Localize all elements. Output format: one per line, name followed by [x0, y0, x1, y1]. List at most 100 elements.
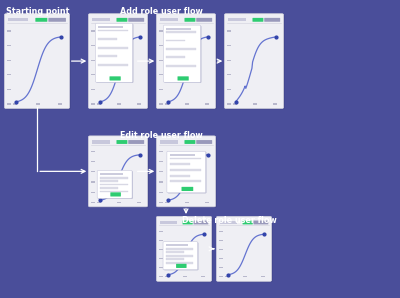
- Bar: [253, 103, 257, 105]
- Bar: [166, 248, 193, 250]
- FancyBboxPatch shape: [167, 151, 206, 193]
- Bar: [170, 154, 195, 156]
- Bar: [92, 18, 110, 21]
- FancyBboxPatch shape: [90, 15, 149, 109]
- Bar: [233, 103, 237, 105]
- Bar: [100, 173, 123, 175]
- FancyBboxPatch shape: [164, 242, 198, 270]
- FancyBboxPatch shape: [216, 216, 272, 281]
- Bar: [91, 202, 95, 203]
- Bar: [58, 103, 62, 105]
- Bar: [170, 158, 201, 159]
- Bar: [117, 103, 121, 105]
- Bar: [98, 64, 128, 66]
- Bar: [100, 187, 118, 189]
- Bar: [8, 18, 28, 21]
- Bar: [13, 103, 17, 105]
- Bar: [262, 276, 266, 277]
- Bar: [273, 103, 277, 105]
- Bar: [159, 267, 163, 268]
- FancyBboxPatch shape: [98, 171, 133, 199]
- FancyBboxPatch shape: [264, 18, 280, 22]
- Bar: [160, 18, 178, 21]
- FancyBboxPatch shape: [194, 221, 208, 224]
- Bar: [159, 276, 163, 277]
- FancyBboxPatch shape: [184, 18, 195, 22]
- FancyBboxPatch shape: [184, 140, 195, 144]
- Bar: [91, 30, 95, 32]
- Bar: [159, 249, 163, 250]
- Text: Starting point: Starting point: [6, 7, 69, 16]
- Bar: [219, 276, 223, 277]
- Bar: [98, 55, 118, 57]
- Bar: [227, 60, 231, 61]
- Bar: [166, 56, 186, 58]
- Text: Edit role user flow: Edit role user flow: [120, 131, 203, 140]
- Bar: [166, 65, 196, 66]
- Bar: [170, 175, 190, 176]
- FancyBboxPatch shape: [218, 217, 273, 282]
- FancyBboxPatch shape: [164, 25, 201, 82]
- Bar: [166, 244, 188, 246]
- Bar: [166, 31, 196, 33]
- Bar: [219, 258, 223, 259]
- Bar: [159, 181, 163, 183]
- FancyBboxPatch shape: [176, 264, 186, 268]
- Bar: [160, 140, 178, 144]
- Bar: [227, 103, 231, 105]
- Bar: [219, 267, 223, 268]
- Bar: [165, 202, 169, 203]
- FancyBboxPatch shape: [242, 221, 253, 224]
- Bar: [227, 45, 231, 46]
- Bar: [185, 202, 189, 203]
- Bar: [165, 276, 169, 277]
- Bar: [219, 231, 223, 232]
- Bar: [91, 192, 95, 193]
- Bar: [91, 161, 95, 162]
- Bar: [7, 89, 11, 90]
- Bar: [166, 262, 193, 264]
- Bar: [227, 89, 231, 90]
- FancyBboxPatch shape: [224, 14, 284, 108]
- Bar: [98, 47, 128, 49]
- FancyBboxPatch shape: [116, 140, 127, 144]
- Bar: [159, 258, 163, 259]
- Bar: [166, 48, 196, 50]
- Bar: [225, 276, 229, 277]
- Bar: [100, 180, 118, 182]
- FancyBboxPatch shape: [4, 14, 70, 108]
- Bar: [159, 89, 163, 90]
- Bar: [170, 163, 190, 165]
- Bar: [159, 151, 163, 152]
- Bar: [166, 255, 193, 257]
- Bar: [7, 103, 11, 105]
- Bar: [159, 240, 163, 241]
- FancyBboxPatch shape: [88, 14, 148, 108]
- Bar: [100, 177, 128, 179]
- FancyBboxPatch shape: [254, 221, 268, 224]
- FancyBboxPatch shape: [110, 192, 121, 196]
- FancyBboxPatch shape: [128, 140, 144, 144]
- Bar: [227, 30, 231, 32]
- Bar: [91, 45, 95, 46]
- FancyBboxPatch shape: [158, 15, 217, 109]
- FancyBboxPatch shape: [196, 18, 212, 22]
- Bar: [7, 30, 11, 32]
- Bar: [219, 240, 223, 241]
- Text: Delete role user flow: Delete role user flow: [182, 216, 277, 225]
- Bar: [166, 258, 184, 260]
- FancyBboxPatch shape: [182, 221, 193, 224]
- FancyBboxPatch shape: [90, 137, 149, 208]
- FancyBboxPatch shape: [156, 216, 212, 281]
- FancyBboxPatch shape: [110, 76, 121, 80]
- FancyBboxPatch shape: [178, 76, 189, 80]
- Bar: [91, 171, 95, 172]
- Bar: [228, 18, 246, 21]
- Bar: [166, 252, 184, 253]
- Bar: [137, 202, 141, 203]
- Bar: [91, 60, 95, 61]
- FancyBboxPatch shape: [163, 242, 198, 270]
- Bar: [159, 202, 163, 203]
- Bar: [91, 181, 95, 183]
- Bar: [91, 89, 95, 90]
